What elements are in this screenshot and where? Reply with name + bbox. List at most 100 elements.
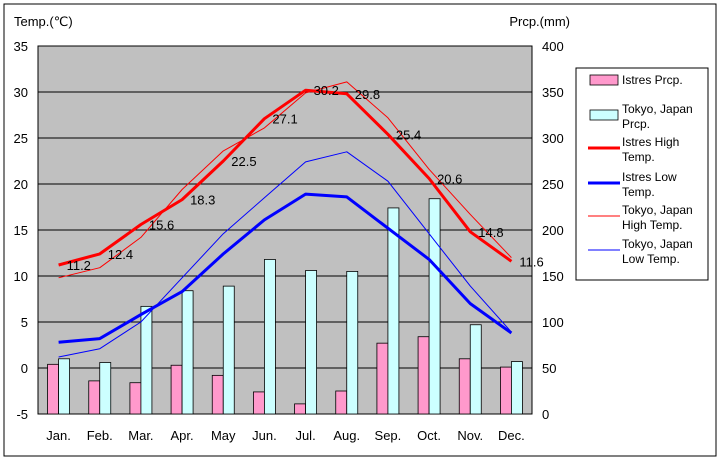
legend-tokyo-prcp-swatch (589, 109, 619, 121)
right-tick-label: 250 (542, 177, 564, 192)
legend-tokyo-high-label: Tokyo, Japan High Temp. (622, 203, 693, 232)
left-tick-label: 15 (14, 223, 28, 238)
data-label-istres-high: 12.4 (108, 247, 133, 262)
legend-box (575, 67, 709, 281)
legend-istres-low-label-line2: Temp. (622, 185, 655, 199)
x-tick-label: Jul. (295, 428, 315, 443)
legend-istres-low-label-line1: Istres Low (622, 170, 677, 184)
data-label-istres-high: 29.8 (355, 87, 380, 102)
bar-istres-prcp (458, 358, 471, 415)
right-tick-label: 300 (542, 131, 564, 146)
data-label-istres-high: 14.8 (478, 225, 503, 240)
legend-tokyo-prcp-label-line2: Prcp. (622, 117, 650, 131)
bar-istres-prcp (129, 382, 142, 415)
left-tick-label: 30 (14, 85, 28, 100)
x-tick-label: Nov. (457, 428, 483, 443)
bar-tokyo-prcp (140, 305, 153, 415)
x-tick-label: Jun. (252, 428, 277, 443)
x-tick-label: Sep. (375, 428, 402, 443)
legend-istres-low-label: Istres Low Temp. (622, 170, 677, 199)
data-label-istres-high: 11.2 (67, 258, 91, 273)
bar-tokyo-prcp (511, 361, 523, 415)
x-tick-label: Mar. (128, 428, 153, 443)
x-tick-label: Dec. (498, 428, 525, 443)
line-tokyo-low-temp (58, 151, 512, 358)
legend-tokyo-high-label-line2: High Temp. (622, 218, 682, 232)
line-istres-high-temp (58, 88, 513, 267)
x-tick-label: Oct. (417, 428, 441, 443)
bar-istres-prcp (88, 380, 101, 415)
legend: Istres Prcp.Tokyo, Japan Prcp.Istres High… (575, 67, 709, 281)
data-label-istres-high: 15.6 (149, 217, 174, 232)
legend-istres-prcp-swatch (589, 74, 619, 86)
right-tick-label: 200 (542, 223, 564, 238)
legend-istres-high-label-line1: Istres High (622, 135, 679, 149)
line-istres-low-temp (58, 192, 513, 344)
bar-tokyo-prcp (222, 285, 235, 415)
left-tick-label: 25 (14, 131, 28, 146)
right-tick-label: 50 (542, 361, 556, 376)
right-tick-label: 400 (542, 39, 564, 54)
legend-tokyo-prcp-label: Tokyo, Japan Prcp. (622, 102, 693, 131)
line-tokyo-high-temp (58, 81, 512, 279)
x-tick-label: Apr. (171, 428, 194, 443)
left-tick-label: 0 (21, 361, 28, 376)
legend-tokyo-high-label-line1: Tokyo, Japan (622, 203, 693, 217)
left-tick-label: 5 (21, 315, 28, 330)
axes: -505101520253035050100150200250300350400… (14, 39, 564, 443)
bar-tokyo-prcp (305, 270, 317, 415)
right-tick-label: 100 (542, 315, 564, 330)
bar-tokyo-prcp (428, 198, 441, 415)
bar-tokyo-prcp (346, 270, 359, 415)
chart-border (3, 3, 717, 457)
data-label-istres-high: 27.1 (272, 112, 297, 127)
data-label-istres-high: 30.2 (314, 83, 339, 98)
left-tick-label: 10 (14, 269, 28, 284)
gridlines (38, 91, 532, 369)
x-tick-label: Feb. (87, 428, 113, 443)
bar-istres-prcp (376, 342, 389, 415)
legend-istres-prcp-label: Istres Prcp. (622, 73, 683, 87)
bar-istres-prcp (47, 363, 59, 415)
legend-istres-high-label-line2: Temp. (622, 150, 655, 164)
left-tick-label: 35 (14, 39, 28, 54)
legend-tokyo-prcp-label-line1: Tokyo, Japan (622, 102, 693, 116)
data-label-istres-high: 20.6 (437, 171, 462, 186)
right-tick-label: 350 (542, 85, 564, 100)
right-tick-label: 150 (542, 269, 564, 284)
bar-tokyo-prcp (264, 259, 276, 415)
x-tick-label: Aug. (333, 428, 360, 443)
right-tick-label: 0 (542, 407, 549, 422)
bar-istres-prcp (253, 391, 265, 415)
legend-tokyo-low-label-line2: Low Temp. (622, 252, 680, 266)
x-tick-label: May (211, 428, 236, 443)
legend-tokyo-low-label: Tokyo, Japan Low Temp. (622, 237, 693, 266)
bar-tokyo-prcp (58, 358, 70, 415)
bar-istres-prcp (211, 374, 224, 415)
bar-istres-prcp (417, 336, 430, 415)
bar-tokyo-prcp (469, 324, 482, 415)
precipitation-bars (47, 198, 523, 415)
data-label-istres-high: 18.3 (190, 193, 215, 208)
legend-tokyo-low-label-line1: Tokyo, Japan (622, 237, 693, 251)
data-label-istres-high: 22.5 (231, 154, 256, 169)
data-label-istres-high: 11.6 (519, 254, 543, 269)
bar-istres-prcp (500, 366, 512, 415)
bar-istres-prcp (335, 390, 348, 415)
left-tick-label: 20 (14, 177, 28, 192)
right-axis-title: Prcp.(mm) (509, 14, 570, 29)
x-tick-label: Jan. (46, 428, 71, 443)
bar-tokyo-prcp (387, 207, 400, 415)
left-axis-title: Temp.(℃) (14, 14, 73, 29)
temperature-lines (58, 81, 513, 358)
bar-tokyo-prcp (181, 290, 194, 415)
left-tick-label: -5 (16, 407, 28, 422)
bar-istres-prcp (170, 364, 183, 415)
data-label-istres-high: 25.4 (396, 127, 421, 142)
legend-istres-high-label: Istres High Temp. (622, 135, 679, 164)
bar-istres-prcp (294, 403, 306, 415)
data-labels: 11.2 12.4 15.6 18.3 22.5 27.1 30.2 29.8 25.4 20.6… (67, 83, 544, 273)
bar-tokyo-prcp (99, 362, 112, 415)
